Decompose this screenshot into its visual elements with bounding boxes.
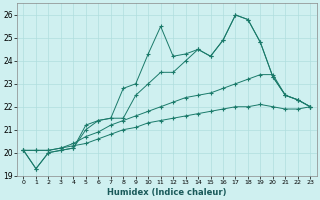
X-axis label: Humidex (Indice chaleur): Humidex (Indice chaleur) <box>107 188 227 197</box>
